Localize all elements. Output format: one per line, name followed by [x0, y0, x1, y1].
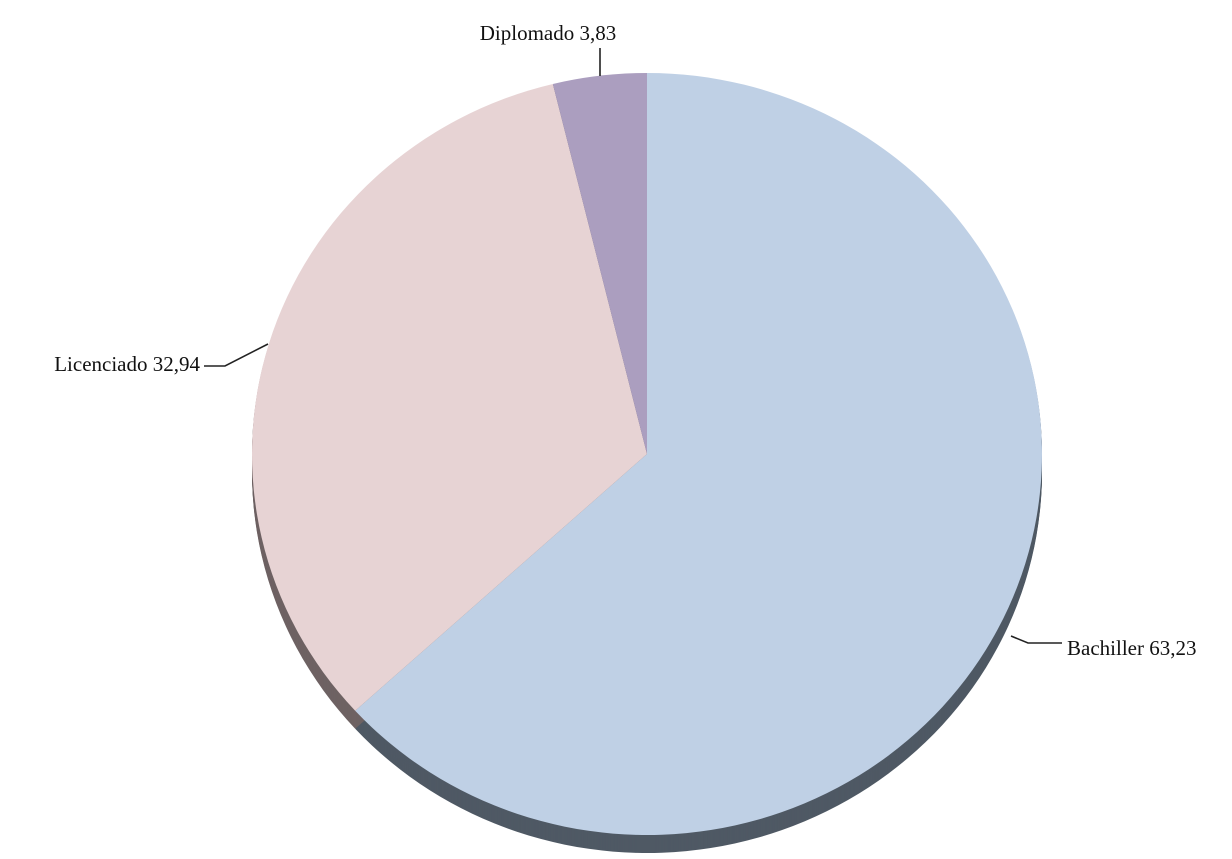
- data-label-bachiller: Bachiller 63,23: [1067, 636, 1196, 660]
- pie-slice-bachiller: [355, 73, 1042, 835]
- leader-line-bachiller: [1010, 635, 1062, 644]
- data-label-licenciado: Licenciado 32,94: [54, 352, 200, 376]
- leader-line-licenciado: [204, 343, 269, 367]
- pie-slices: [252, 73, 1042, 835]
- pie-slice-diplomado: [552, 73, 647, 454]
- data-label-diplomado: Diplomado 3,83: [480, 21, 617, 45]
- pie-labels: Bachiller 63,23 Licenciado 32,94 Diplomado…: [54, 21, 1196, 660]
- pie-slice-licenciado: [252, 83, 647, 711]
